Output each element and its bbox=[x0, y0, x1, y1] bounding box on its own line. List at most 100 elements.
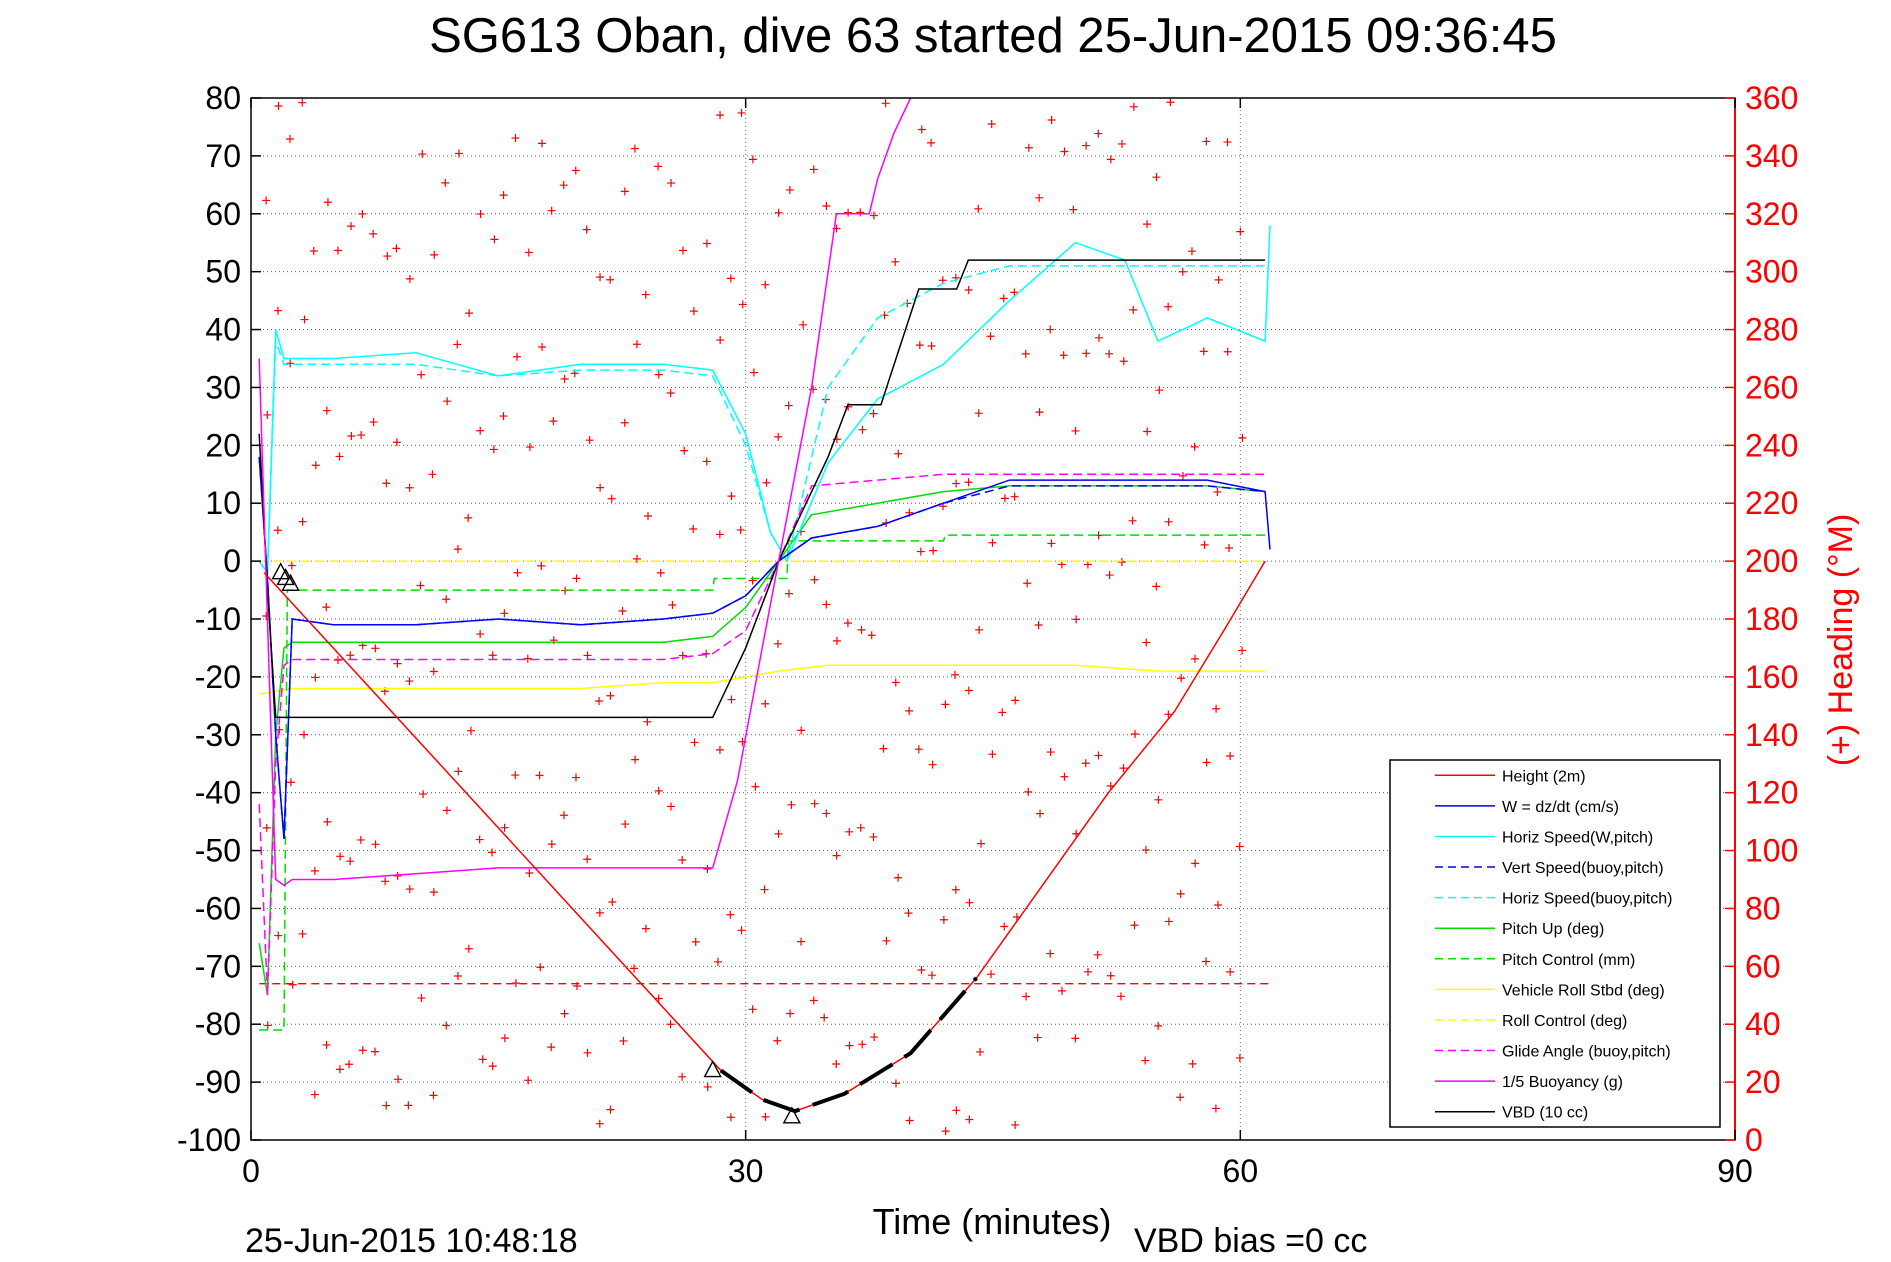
heading-point bbox=[430, 250, 439, 259]
heading-point bbox=[523, 654, 532, 663]
heading-point bbox=[454, 767, 463, 776]
heading-point bbox=[716, 111, 725, 120]
heading-point bbox=[536, 963, 545, 972]
y2-tick-label: 120 bbox=[1745, 775, 1798, 811]
heading-point bbox=[1128, 516, 1137, 525]
heading-point bbox=[1105, 571, 1114, 580]
heading-point bbox=[726, 274, 735, 283]
heading-point bbox=[1154, 795, 1163, 804]
heading-point bbox=[476, 426, 485, 435]
series-line bbox=[259, 664, 1266, 696]
y-tick-label: -40 bbox=[195, 775, 241, 811]
legend-label: Horiz Speed(buoy,pitch) bbox=[1502, 891, 1672, 908]
heading-point bbox=[715, 745, 724, 754]
heading-point bbox=[336, 852, 345, 861]
heading-point bbox=[998, 708, 1007, 717]
heading-point bbox=[1035, 193, 1044, 202]
heading-point bbox=[476, 630, 485, 639]
heading-point bbox=[262, 823, 271, 832]
heading-point bbox=[357, 431, 366, 440]
heading-point bbox=[749, 368, 758, 377]
heading-point bbox=[858, 1040, 867, 1049]
heading-point bbox=[416, 581, 425, 590]
heading-point bbox=[1046, 325, 1055, 334]
heading-point bbox=[606, 1105, 615, 1114]
y2-tick-label: 140 bbox=[1745, 717, 1798, 753]
heading-point bbox=[347, 222, 356, 231]
heading-point bbox=[429, 667, 438, 676]
heading-point bbox=[595, 908, 604, 917]
heading-point bbox=[977, 839, 986, 848]
heading-point bbox=[585, 436, 594, 445]
heading-point bbox=[547, 1043, 556, 1052]
heading-point bbox=[1035, 408, 1044, 417]
heading-point bbox=[654, 162, 663, 171]
heading-point bbox=[538, 342, 547, 351]
heading-point bbox=[689, 524, 698, 533]
heading-point bbox=[417, 994, 426, 1003]
legend-box bbox=[1389, 759, 1721, 1128]
y2-tick-label: 220 bbox=[1745, 485, 1798, 521]
x-tick-label: 90 bbox=[1717, 1153, 1753, 1189]
heading-point bbox=[1235, 842, 1244, 851]
legend-label: Vehicle Roll Stbd (deg) bbox=[1502, 982, 1665, 999]
heading-point bbox=[620, 187, 629, 196]
heading-point bbox=[273, 306, 282, 315]
heading-point bbox=[869, 832, 878, 841]
series-line bbox=[258, 473, 1266, 996]
y-tick-label: -20 bbox=[195, 659, 241, 695]
heading-point bbox=[641, 924, 650, 933]
heading-point bbox=[549, 417, 558, 426]
legend-label: Glide Angle (buoy,pitch) bbox=[1502, 1044, 1671, 1061]
heading-point bbox=[680, 446, 689, 455]
heading-point bbox=[311, 461, 320, 470]
heading-point bbox=[1177, 674, 1186, 683]
heading-point bbox=[559, 811, 568, 820]
y-tick-label: 30 bbox=[205, 369, 241, 405]
series-line bbox=[258, 259, 1266, 719]
heading-point bbox=[987, 970, 996, 979]
heading-point bbox=[1046, 748, 1055, 757]
heading-point bbox=[760, 885, 769, 894]
heading-point bbox=[643, 512, 652, 521]
y-tick-label: -60 bbox=[195, 890, 241, 926]
heading-point bbox=[950, 670, 959, 679]
heading-point bbox=[596, 273, 605, 282]
heading-point bbox=[703, 865, 712, 874]
heading-point bbox=[1047, 539, 1056, 548]
heading-point bbox=[524, 1076, 533, 1085]
x-axis-label: Time (minutes) bbox=[873, 1201, 1112, 1242]
heading-point bbox=[442, 1021, 451, 1030]
heading-point bbox=[666, 1020, 675, 1029]
heading-point bbox=[596, 483, 605, 492]
heading-point bbox=[988, 750, 997, 759]
heading-point bbox=[606, 275, 615, 284]
heading-point bbox=[761, 1112, 770, 1121]
heading-point bbox=[1188, 1059, 1197, 1068]
legend-label: Pitch Control (mm) bbox=[1502, 952, 1635, 969]
heading-point bbox=[1082, 349, 1091, 358]
heading-point bbox=[762, 478, 771, 487]
heading-point bbox=[1214, 901, 1223, 910]
heading-point bbox=[809, 996, 818, 1005]
heading-point bbox=[774, 208, 783, 217]
y2-tick-label: 60 bbox=[1745, 948, 1781, 984]
legend-label: Height (2m) bbox=[1502, 768, 1586, 785]
heading-point bbox=[333, 246, 342, 255]
heading-point bbox=[620, 418, 629, 427]
y-tick-label: -90 bbox=[195, 1064, 241, 1100]
heading-point bbox=[891, 257, 900, 266]
heading-point bbox=[453, 545, 462, 554]
heading-point bbox=[618, 606, 627, 615]
heading-point bbox=[667, 802, 676, 811]
heading-point bbox=[392, 244, 401, 253]
heading-point bbox=[748, 155, 757, 164]
heading-point bbox=[737, 926, 746, 935]
heading-point bbox=[1164, 710, 1173, 719]
heading-point bbox=[1155, 386, 1164, 395]
heading-point bbox=[917, 965, 926, 974]
y2-tick-label: 80 bbox=[1745, 890, 1781, 926]
heading-point bbox=[538, 139, 547, 148]
heading-point bbox=[310, 866, 319, 875]
heading-point bbox=[1152, 173, 1161, 182]
